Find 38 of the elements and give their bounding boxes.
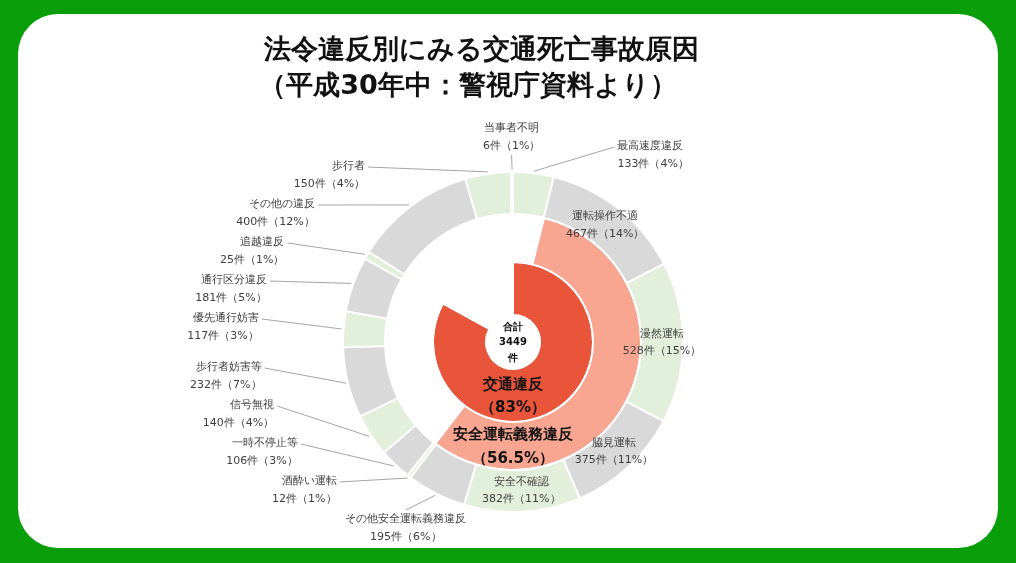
data-label: 232件（7%）	[190, 377, 262, 391]
data-label: 140件（4%）	[202, 415, 275, 429]
data-label: （56.5%）	[471, 448, 555, 467]
chart-subtitle: （平成30年中：警視庁資料より）	[259, 69, 677, 100]
slice-label: 通行区分違反	[200, 273, 267, 287]
data-label: 106件（3%）	[226, 453, 298, 467]
slice-label: 運転操作不適	[572, 209, 639, 223]
slice-label: 一時不停止等	[231, 436, 298, 450]
data-label: 25件（1%）	[220, 252, 285, 266]
data-label: 6件（1%）	[482, 138, 541, 152]
slice-label: 歩行者妨害等	[195, 360, 262, 374]
data-label: 150件（4%）	[293, 176, 366, 190]
slice-label: 酒酔い運転	[281, 474, 337, 488]
slice-label: 安全不確認	[493, 475, 549, 489]
data-label: 181件（5%）	[195, 290, 267, 304]
slice-label: 交通違反	[482, 374, 544, 393]
data-label: （83%）	[480, 398, 546, 417]
slice-label: その他安全運転義務違反	[345, 512, 467, 526]
slice-label: 漫然運転	[640, 326, 684, 340]
slice-label: 当事者不明	[484, 121, 540, 135]
data-label: 375件（11%）	[574, 453, 654, 467]
slice-label: 優先通行妨害	[192, 311, 259, 325]
text: 合計 3449 件	[499, 320, 527, 363]
slice-label: 歩行者	[332, 159, 366, 173]
slice-label: 追越違反	[240, 235, 285, 249]
data-label: 467件（14%）	[566, 226, 645, 240]
data-label: 12件（1%）	[272, 491, 337, 505]
slice-label: その他の違反	[248, 197, 315, 211]
slice-label: 安全運転義務違反	[453, 425, 574, 444]
slice-label: 信号無視	[230, 398, 275, 412]
slice-label: 最高速度違反	[617, 139, 684, 153]
data-label: 382件（11%）	[482, 492, 561, 506]
data-label: 195件（6%）	[370, 529, 442, 543]
chart-title: 法令違反別にみる交通死亡事故原因	[262, 33, 699, 64]
data-label: 400件（12%）	[236, 214, 315, 228]
data-label: 133件（4%）	[617, 156, 689, 170]
data-label: 117件（3%）	[187, 328, 259, 342]
slice-label: 脇見運転	[592, 435, 637, 449]
